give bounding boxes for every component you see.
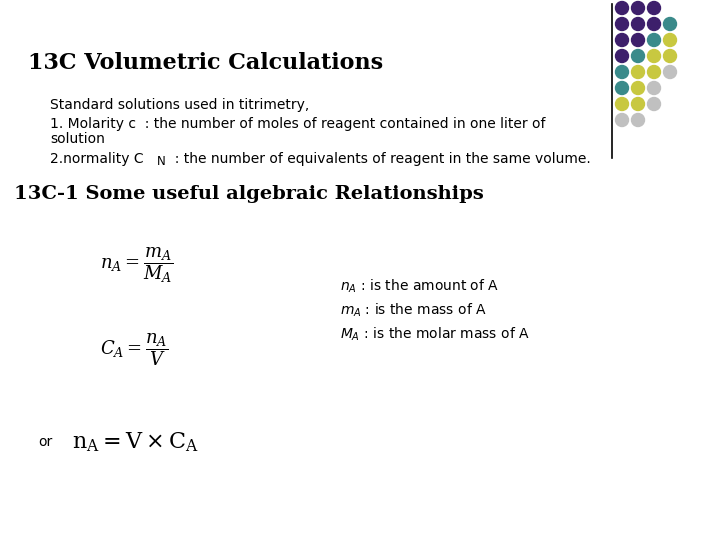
Circle shape [664, 33, 677, 46]
Circle shape [616, 33, 629, 46]
Circle shape [631, 17, 644, 30]
Circle shape [616, 50, 629, 63]
Text: solution: solution [50, 132, 105, 146]
Text: $m_A$ : is the mass of A: $m_A$ : is the mass of A [340, 302, 487, 319]
Circle shape [616, 98, 629, 111]
Circle shape [647, 2, 660, 15]
Text: $n_A$ : is the amount of A: $n_A$ : is the amount of A [340, 278, 499, 295]
Circle shape [647, 50, 660, 63]
Circle shape [631, 65, 644, 78]
Text: 2.normality C: 2.normality C [50, 152, 143, 166]
Text: $\mathrm{n_A=V\times C_A}$: $\mathrm{n_A=V\times C_A}$ [72, 430, 199, 454]
Text: 13C Volumetric Calculations: 13C Volumetric Calculations [28, 52, 383, 74]
Circle shape [664, 65, 677, 78]
Text: 13C-1 Some useful algebraic Relationships: 13C-1 Some useful algebraic Relationship… [14, 185, 484, 203]
Circle shape [647, 82, 660, 94]
Text: N: N [157, 155, 166, 168]
Text: Standard solutions used in titrimetry,: Standard solutions used in titrimetry, [50, 98, 310, 112]
Text: 1. Molarity c  : the number of moles of reagent contained in one liter of: 1. Molarity c : the number of moles of r… [50, 117, 546, 131]
Circle shape [631, 33, 644, 46]
Text: $C_{\mathit{A}} = \dfrac{n_{\mathit{A}}}{V}$: $C_{\mathit{A}} = \dfrac{n_{\mathit{A}}}… [100, 332, 168, 368]
Circle shape [647, 33, 660, 46]
Text: $M_A$ : is the molar mass of A: $M_A$ : is the molar mass of A [340, 326, 530, 343]
Circle shape [631, 98, 644, 111]
Circle shape [616, 2, 629, 15]
Circle shape [616, 17, 629, 30]
Circle shape [647, 98, 660, 111]
Circle shape [664, 50, 677, 63]
Text: or: or [38, 435, 53, 449]
Circle shape [631, 50, 644, 63]
Circle shape [631, 2, 644, 15]
Circle shape [664, 17, 677, 30]
Circle shape [631, 82, 644, 94]
Text: $n_{\mathit{A}} = \dfrac{m_{\mathit{A}}}{M_{\mathit{A}}}$: $n_{\mathit{A}} = \dfrac{m_{\mathit{A}}}… [100, 245, 173, 285]
Text: : the number of equivalents of reagent in the same volume.: : the number of equivalents of reagent i… [166, 152, 590, 166]
Circle shape [647, 17, 660, 30]
Circle shape [647, 65, 660, 78]
Circle shape [631, 113, 644, 126]
Circle shape [616, 113, 629, 126]
Circle shape [616, 65, 629, 78]
Circle shape [616, 82, 629, 94]
